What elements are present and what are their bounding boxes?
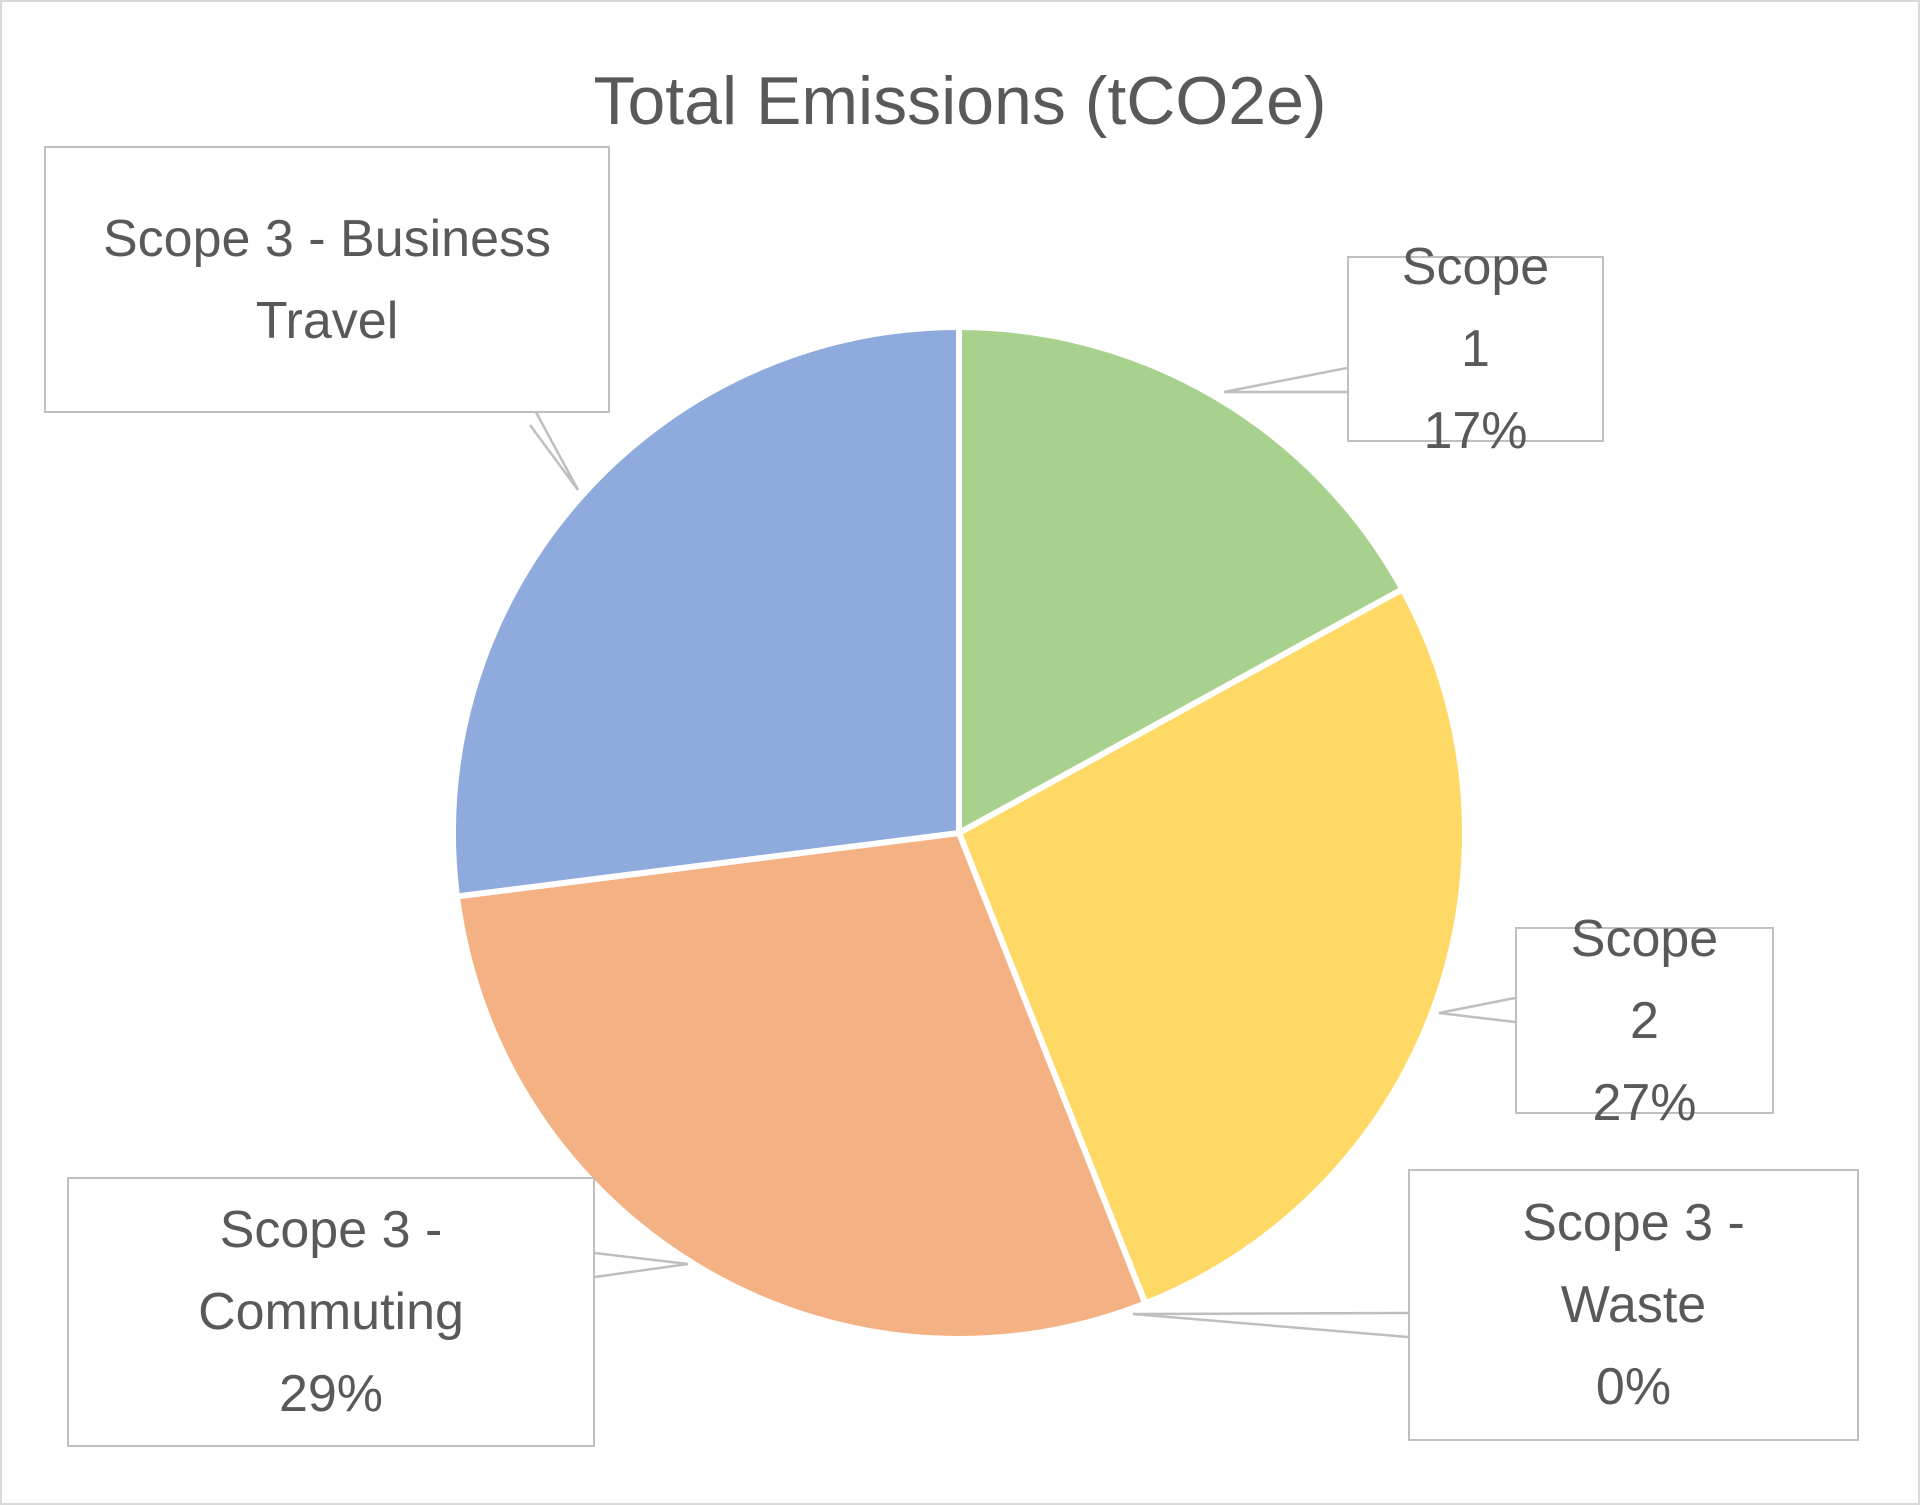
pie-slice [956,586,1468,1307]
chart-title: Total Emissions (tCO2e) [593,63,1327,139]
value-label: 17% [1423,402,1528,460]
value-label: 0% [1595,1358,1672,1416]
leader-line [594,1251,689,1279]
data-label: Scope 3 - Commuting 29% [67,1177,595,1447]
leader-line [1223,366,1348,394]
data-label: Scope 1 17% [1347,238,1604,460]
category-label: Scope 3 - Waste [1522,1194,1745,1334]
category-label: Scope 3 - Business Travel [102,209,552,350]
category-label: Scope 3 - Commuting [198,1201,464,1341]
leader-line [1132,1311,1409,1339]
value-label: 29% [278,1365,384,1423]
data-label: Scope 3 - Waste 0% [1408,1169,1859,1441]
data-label: Scope 3 - Business Travel [44,146,610,413]
leader-line [1438,996,1516,1024]
leader-line [528,400,580,491]
value-label: 27% [1592,1073,1697,1132]
category-label: Scope 1 [1401,238,1550,378]
data-label: Scope 2 27% [1515,910,1774,1132]
pie-slice [453,830,1149,1342]
pie-slice [956,324,1406,836]
category-label: Scope 2 [1570,909,1719,1050]
pie-slice [450,324,962,900]
